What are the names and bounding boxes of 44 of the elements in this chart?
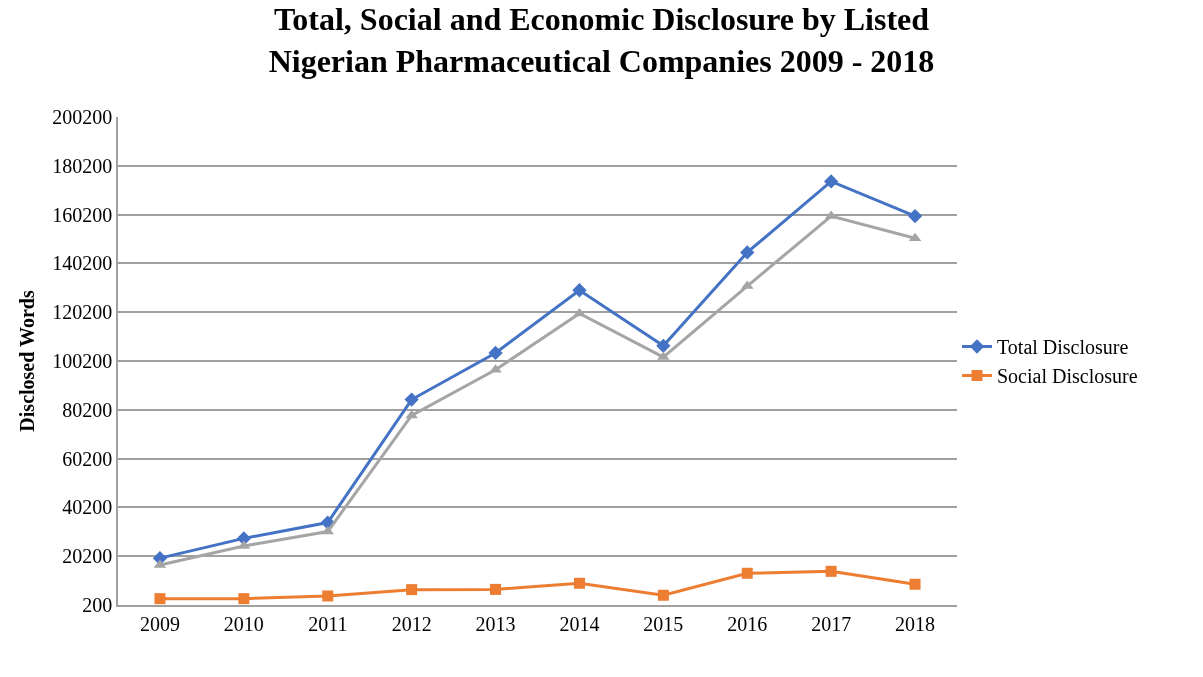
point (656, 338, 671, 354)
legend-label: Total Disclosure (997, 336, 1129, 359)
legend-label: Social Disclosure (997, 365, 1138, 388)
point (909, 578, 921, 590)
point (741, 567, 753, 579)
y-tick-label: 40200 (62, 496, 113, 519)
point (825, 565, 837, 577)
point (657, 589, 669, 601)
y-tick-label: 20200 (62, 545, 113, 568)
x-tick-label: 2015 (643, 612, 684, 635)
point (404, 392, 419, 407)
x-tick-label: 2017 (811, 612, 852, 635)
point (406, 584, 418, 596)
x-tick-label: 2010 (223, 612, 264, 635)
point (322, 590, 334, 602)
x-tick-label: 2016 (727, 612, 768, 635)
y-tick-label: 140200 (52, 252, 113, 275)
y-tick-label: 80200 (62, 398, 113, 421)
y-tick-label: 180200 (52, 154, 113, 177)
x-tick-label: 2012 (391, 612, 432, 635)
x-tick-label: 2009 (139, 612, 180, 635)
point (907, 208, 923, 224)
point (573, 577, 585, 589)
y-axis-title: Disclosed Words (16, 290, 39, 432)
y-tick-label: 200 (82, 594, 113, 616)
point (573, 307, 586, 317)
point (490, 583, 502, 595)
x-tick-label: 2014 (559, 612, 600, 635)
y-tick-label: 100200 (52, 350, 113, 372)
point (572, 283, 587, 298)
x-tick-label: 2018 (895, 612, 936, 635)
x-tick-label: 2011 (308, 612, 348, 635)
y-tick-label: 120200 (52, 301, 113, 324)
y-tick-label: 160200 (52, 203, 113, 226)
point (908, 232, 922, 242)
y-tick-label: 200200 (52, 106, 113, 128)
point (238, 593, 250, 605)
point (824, 174, 839, 189)
point (488, 345, 503, 361)
point (154, 593, 166, 605)
y-tick-label: 60200 (62, 447, 113, 470)
x-tick-label: 2013 (475, 612, 516, 635)
point (740, 245, 755, 260)
chart-title: Total, Social and Economic Disclosure by Listed Nigerian Pharmaceutical Companies 2009 - 2018 (268, 1, 935, 80)
